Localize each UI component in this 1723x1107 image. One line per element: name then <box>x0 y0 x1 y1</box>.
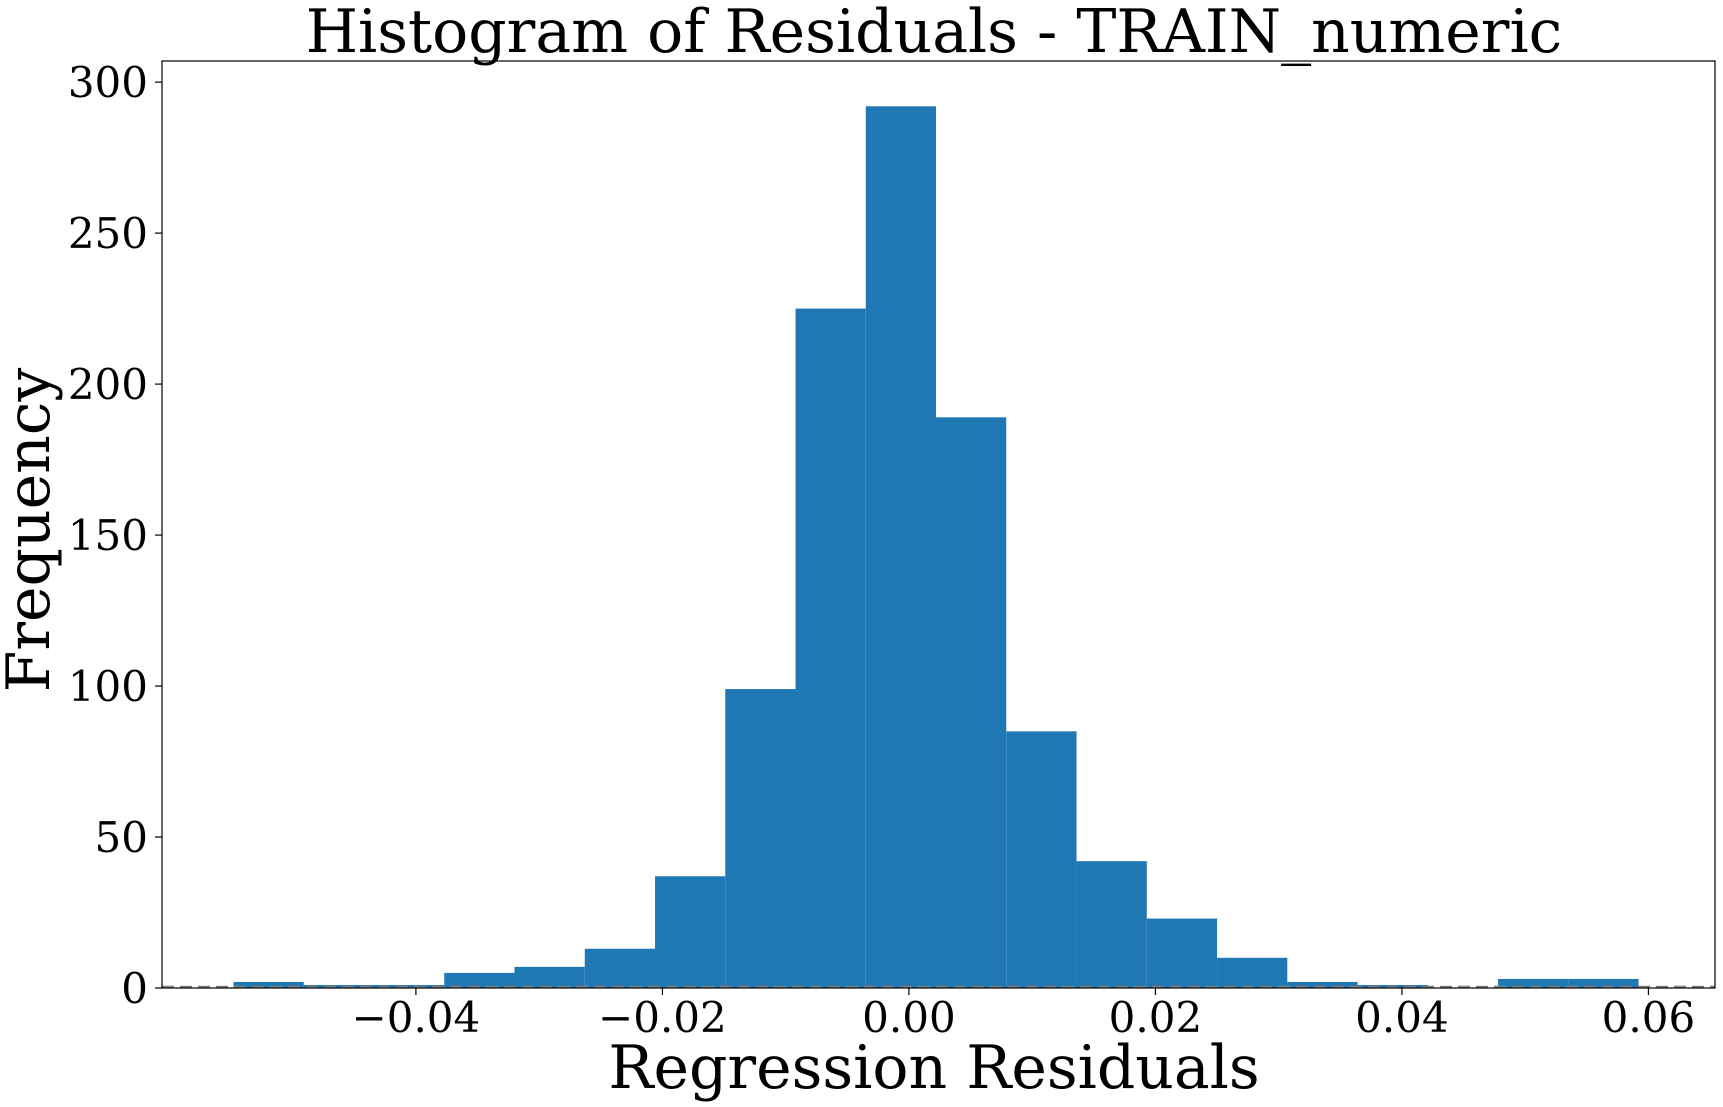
histogram-bar-10 <box>936 417 1007 988</box>
histogram-bar-9 <box>865 106 937 989</box>
histogram-bar-5 <box>584 948 656 988</box>
histogram-bar-1 <box>303 984 374 988</box>
histogram-bar-8 <box>795 308 866 989</box>
y-tick-label: 300 <box>68 58 148 107</box>
histogram-bar-14 <box>1217 957 1288 988</box>
y-tick-label: 50 <box>95 813 148 862</box>
plot-area-frame <box>161 60 1716 989</box>
histogram-bar-11 <box>1006 731 1077 988</box>
histogram-bar-19 <box>1568 978 1639 988</box>
histogram-bar-4 <box>514 966 585 988</box>
y-tick-label: 200 <box>68 360 148 409</box>
x-tick-label: 0.04 <box>1355 993 1449 1042</box>
histogram-bars <box>233 106 1639 989</box>
y-tick-label: 100 <box>68 662 148 711</box>
histogram-bar-18 <box>1498 978 1569 988</box>
x-axis-ticks: −0.04 −0.02 0.00 0.02 0.04 0.06 <box>352 988 1696 1042</box>
histogram-bar-6 <box>655 876 726 988</box>
y-tick-label: 150 <box>68 511 148 560</box>
histogram-bar-7 <box>725 689 796 988</box>
chart-title: Histogram of Residuals - TRAIN_numeric <box>306 0 1563 67</box>
histogram-bar-12 <box>1076 861 1147 988</box>
x-tick-label: 0.06 <box>1602 993 1696 1042</box>
histogram-bar-3 <box>444 972 515 988</box>
x-tick-label: −0.02 <box>598 993 727 1042</box>
histogram-bar-2 <box>374 984 445 988</box>
histogram-bar-0 <box>233 981 304 988</box>
x-tick-label: −0.04 <box>352 993 481 1042</box>
y-tick-label: 0 <box>121 964 148 1013</box>
histogram-bar-13 <box>1146 918 1218 988</box>
y-tick-label: 250 <box>68 209 148 258</box>
x-tick-label: 0.02 <box>1109 993 1203 1042</box>
x-axis-label: Regression Residuals <box>608 1033 1259 1103</box>
y-axis-label: Frequency <box>0 368 64 693</box>
y-axis-ticks: 0 50 100 150 200 250 300 <box>68 58 162 1013</box>
x-tick-label: 0.00 <box>862 993 956 1042</box>
histogram-bar-15 <box>1287 981 1358 988</box>
